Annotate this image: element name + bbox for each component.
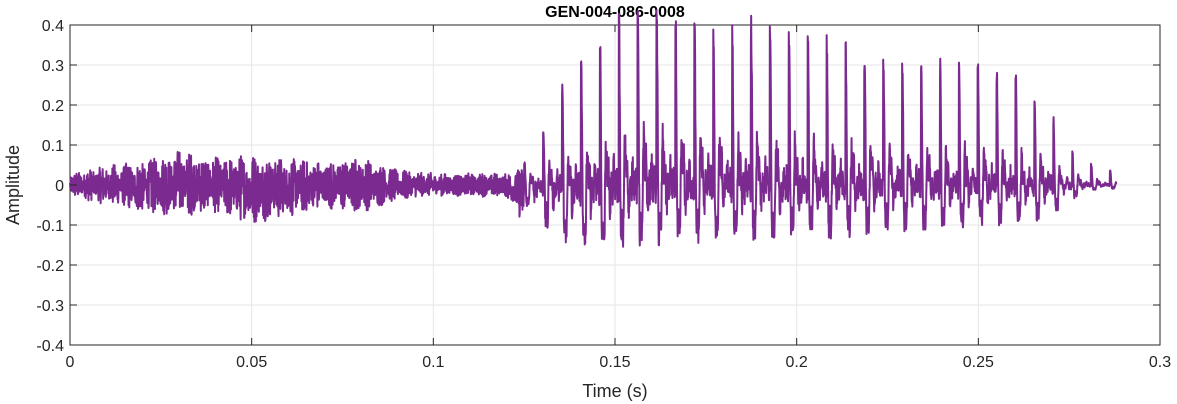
tick-marks [69,24,1161,346]
y-tick-label: 0 [55,178,64,195]
x-tick-label: 0 [66,354,75,371]
y-tick-label: -0.3 [36,298,64,315]
x-tick-labels: 0 0.05 0.1 0.15 0.2 0.25 0.3 [66,354,1172,371]
x-tick-label: 0.25 [963,354,994,371]
y-tick-label: 0.3 [42,58,64,75]
y-axis-label: Amplitude [3,145,23,225]
y-tick-label: -0.1 [36,218,64,235]
y-tick-label: -0.2 [36,258,64,275]
y-tick-label: 0.4 [42,18,64,35]
waveform-series-line [69,9,1118,248]
x-tick-label: 0.2 [786,354,808,371]
x-tick-label: 0.1 [422,354,444,371]
x-tick-label: 0.05 [236,354,267,371]
y-tick-label: 0.2 [42,98,64,115]
x-tick-label: 0.3 [1149,354,1171,371]
chart-title: GEN-004-086-0008 [545,4,685,21]
y-tick-labels: -0.4 -0.3 -0.2 -0.1 0 0.1 0.2 0.3 0.4 [36,18,64,355]
x-axis-label: Time (s) [582,381,647,401]
x-tick-label: 0.15 [599,354,630,371]
series-layer [69,9,1118,248]
y-tick-label: -0.4 [36,338,64,355]
y-tick-label: 0.1 [42,138,64,155]
